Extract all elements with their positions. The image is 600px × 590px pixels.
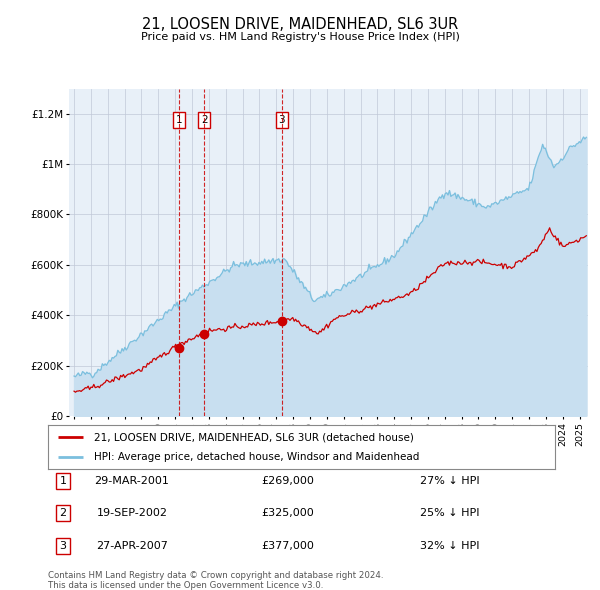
Text: £377,000: £377,000 <box>262 541 314 550</box>
Text: 2: 2 <box>201 115 208 125</box>
Text: 21, LOOSEN DRIVE, MAIDENHEAD, SL6 3UR (detached house): 21, LOOSEN DRIVE, MAIDENHEAD, SL6 3UR (d… <box>94 432 413 442</box>
Text: 1: 1 <box>59 476 67 486</box>
Text: 3: 3 <box>59 541 67 550</box>
Text: 3: 3 <box>278 115 285 125</box>
Text: 27-APR-2007: 27-APR-2007 <box>96 541 168 550</box>
Text: This data is licensed under the Open Government Licence v3.0.: This data is licensed under the Open Gov… <box>48 581 323 589</box>
Text: 25% ↓ HPI: 25% ↓ HPI <box>420 509 479 518</box>
Text: £325,000: £325,000 <box>262 509 314 518</box>
Text: 29-MAR-2001: 29-MAR-2001 <box>95 476 169 486</box>
Text: 32% ↓ HPI: 32% ↓ HPI <box>420 541 479 550</box>
Text: 19-SEP-2002: 19-SEP-2002 <box>97 509 167 518</box>
Text: £269,000: £269,000 <box>262 476 314 486</box>
Text: HPI: Average price, detached house, Windsor and Maidenhead: HPI: Average price, detached house, Wind… <box>94 452 419 461</box>
Text: 2: 2 <box>59 509 67 518</box>
Text: Contains HM Land Registry data © Crown copyright and database right 2024.: Contains HM Land Registry data © Crown c… <box>48 571 383 580</box>
Text: 27% ↓ HPI: 27% ↓ HPI <box>420 476 479 486</box>
Text: 21, LOOSEN DRIVE, MAIDENHEAD, SL6 3UR: 21, LOOSEN DRIVE, MAIDENHEAD, SL6 3UR <box>142 17 458 31</box>
Text: Price paid vs. HM Land Registry's House Price Index (HPI): Price paid vs. HM Land Registry's House … <box>140 32 460 42</box>
Text: 1: 1 <box>176 115 182 125</box>
